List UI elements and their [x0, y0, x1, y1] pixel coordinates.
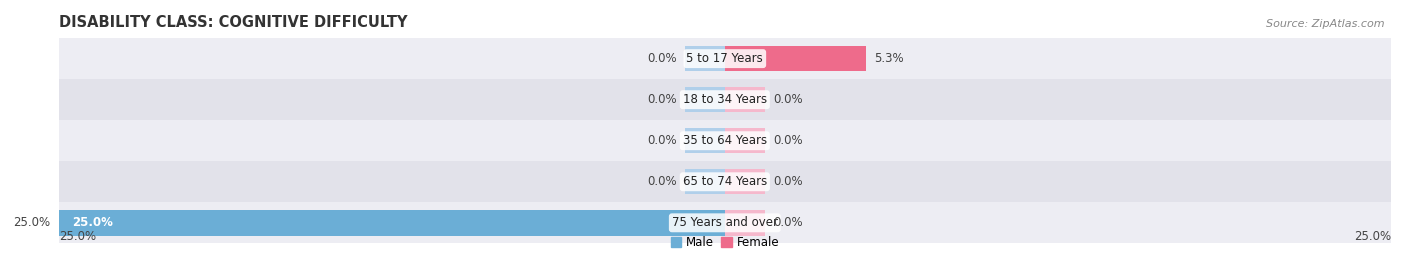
Text: 0.0%: 0.0% — [647, 52, 676, 65]
Text: Source: ZipAtlas.com: Source: ZipAtlas.com — [1267, 19, 1385, 29]
Text: 75 Years and over: 75 Years and over — [672, 216, 778, 229]
Bar — [725, 210, 765, 236]
Bar — [685, 46, 725, 71]
Bar — [685, 128, 725, 153]
Text: DISABILITY CLASS: COGNITIVE DIFFICULTY: DISABILITY CLASS: COGNITIVE DIFFICULTY — [59, 15, 408, 30]
Bar — [59, 120, 1391, 161]
Bar — [59, 202, 1391, 243]
Text: 0.0%: 0.0% — [773, 134, 803, 147]
Bar — [725, 169, 765, 194]
Bar — [725, 46, 866, 71]
Text: 25.0%: 25.0% — [14, 216, 51, 229]
Text: 25.0%: 25.0% — [59, 230, 96, 243]
Bar — [725, 128, 765, 153]
Text: 0.0%: 0.0% — [773, 93, 803, 106]
Bar — [59, 38, 1391, 79]
Bar — [685, 169, 725, 194]
Text: 35 to 64 Years: 35 to 64 Years — [683, 134, 766, 147]
Legend: Male, Female: Male, Female — [666, 231, 783, 254]
Text: 0.0%: 0.0% — [647, 93, 676, 106]
Bar — [685, 87, 725, 112]
Text: 5.3%: 5.3% — [875, 52, 904, 65]
Text: 0.0%: 0.0% — [647, 134, 676, 147]
Text: 18 to 34 Years: 18 to 34 Years — [683, 93, 766, 106]
Bar — [59, 79, 1391, 120]
Text: 65 to 74 Years: 65 to 74 Years — [683, 175, 766, 188]
Text: 5 to 17 Years: 5 to 17 Years — [686, 52, 763, 65]
Bar — [59, 161, 1391, 202]
Text: 0.0%: 0.0% — [773, 216, 803, 229]
Text: 0.0%: 0.0% — [773, 175, 803, 188]
Text: 25.0%: 25.0% — [72, 216, 112, 229]
Bar — [725, 87, 765, 112]
Text: 25.0%: 25.0% — [1354, 230, 1391, 243]
Text: 0.0%: 0.0% — [647, 175, 676, 188]
Bar — [59, 210, 725, 236]
